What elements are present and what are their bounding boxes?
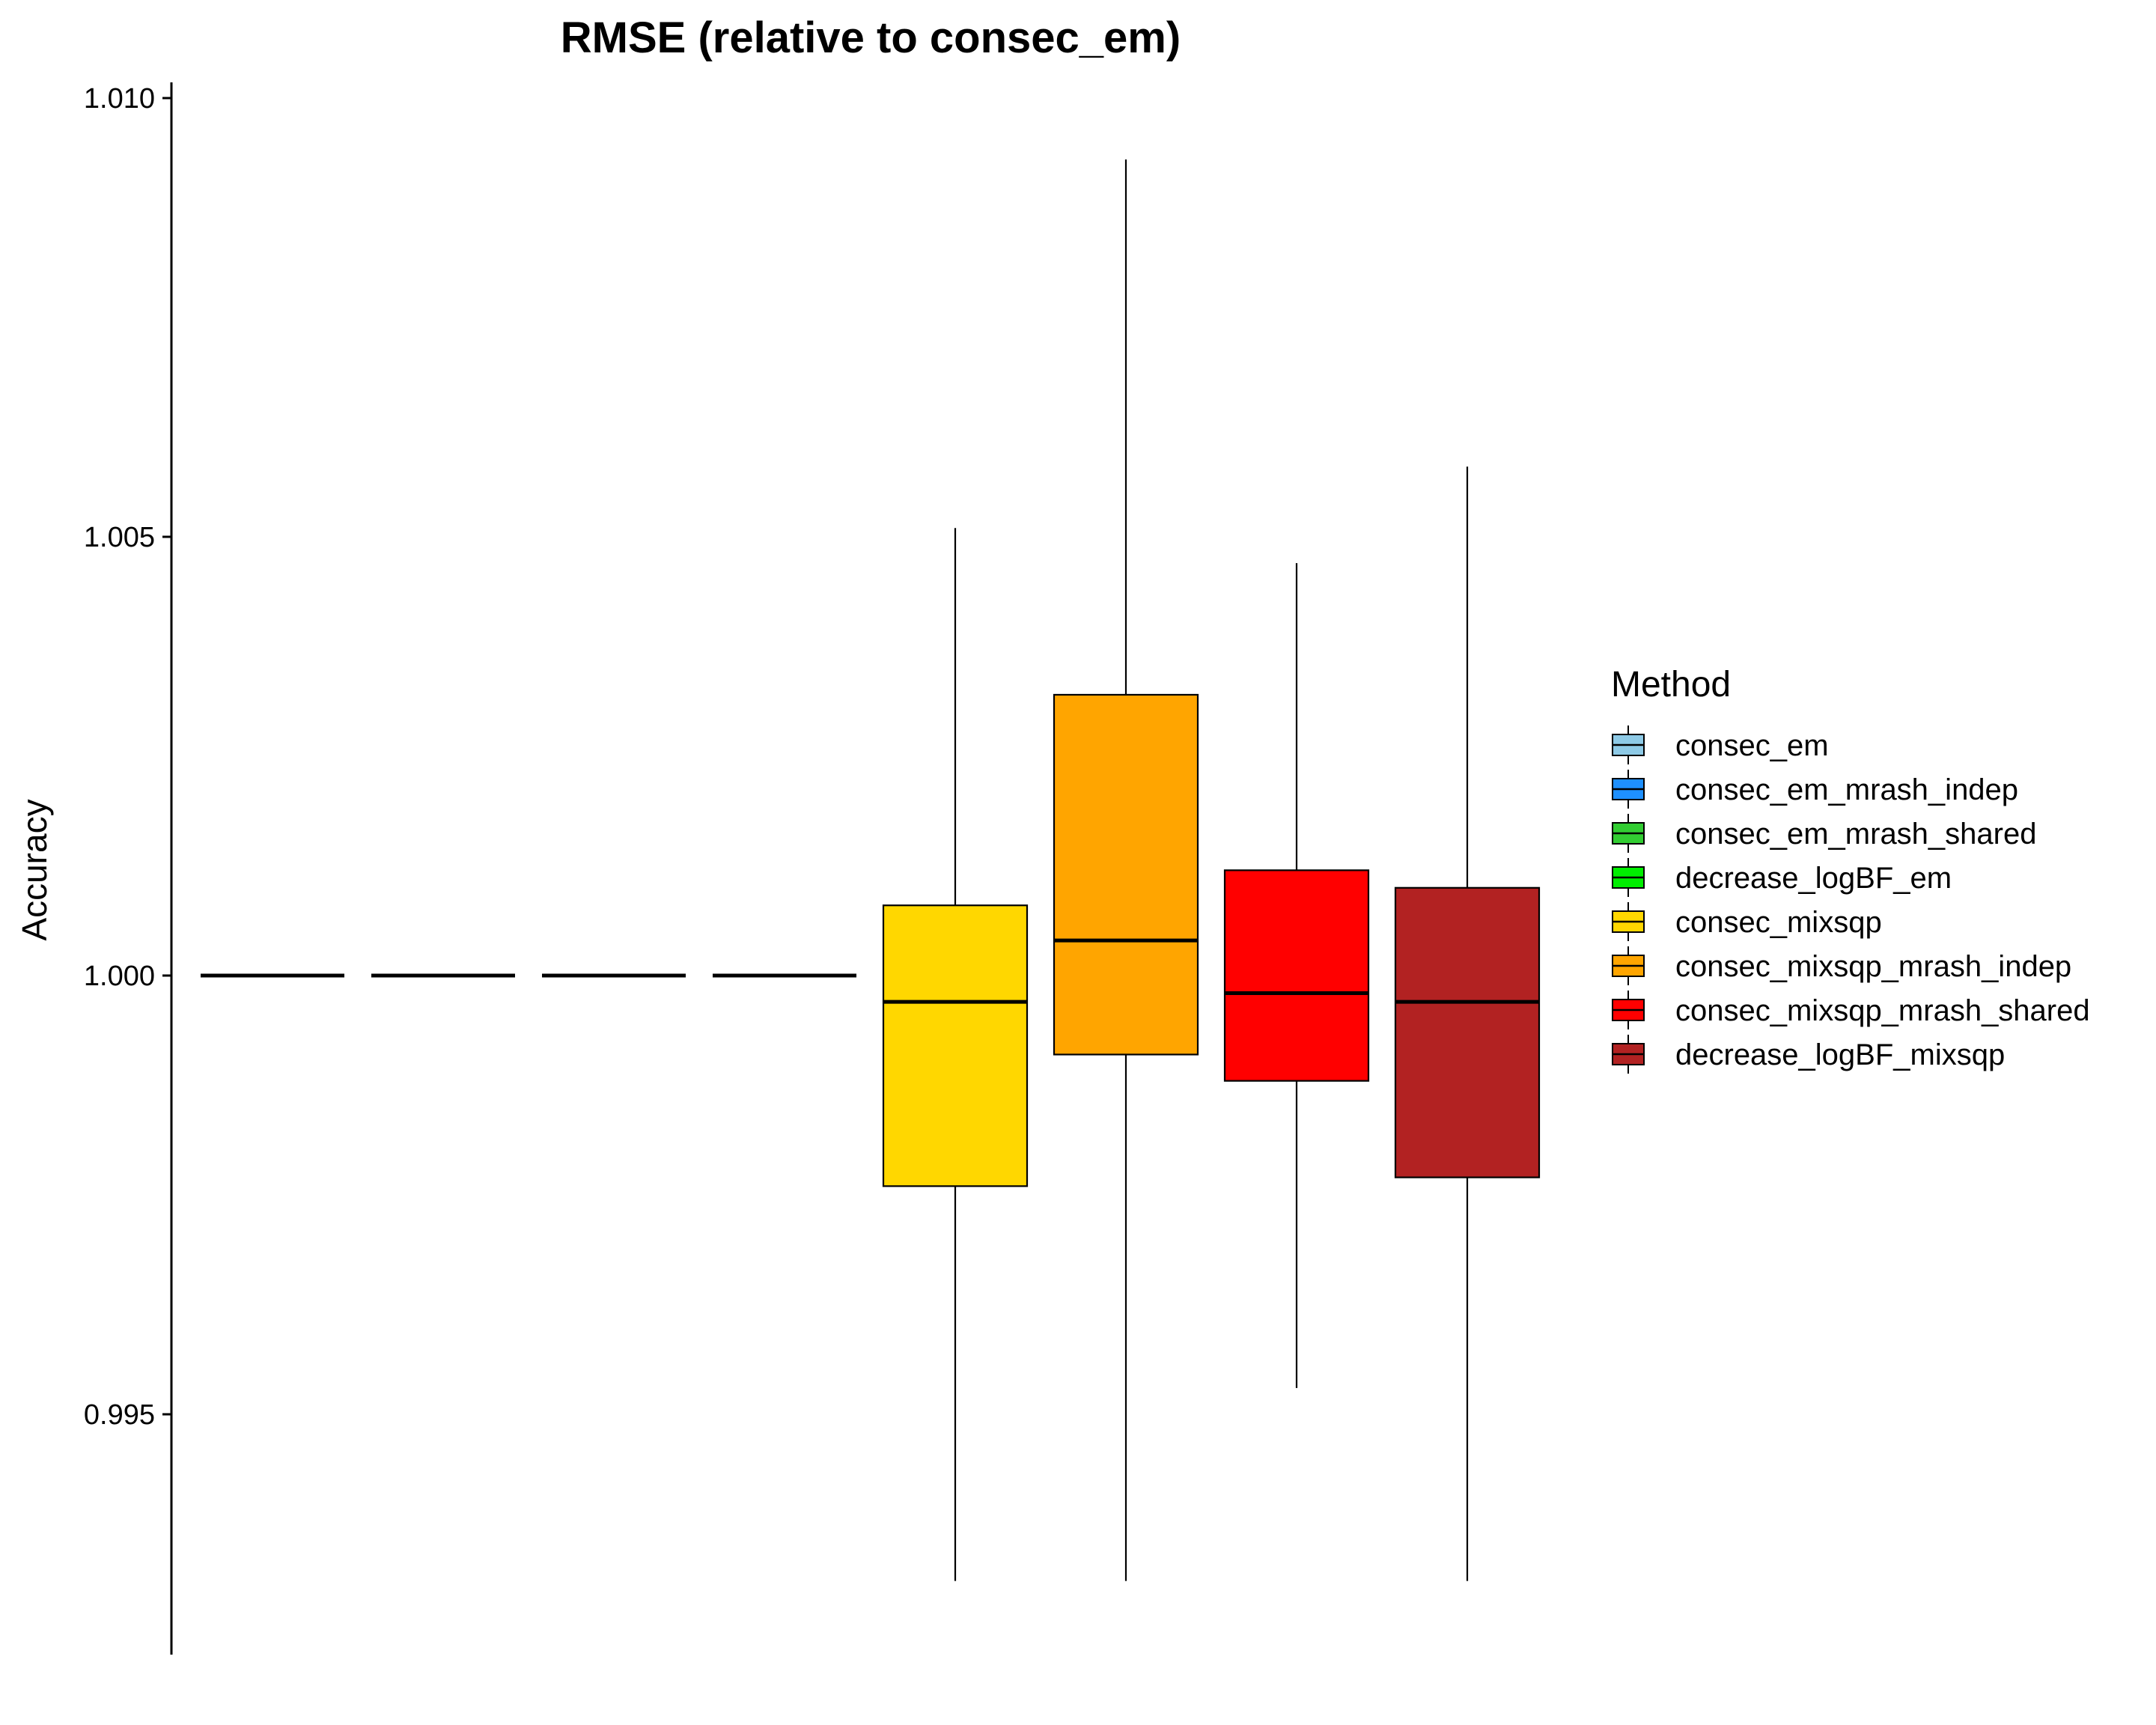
box-iqr (1394, 886, 1541, 1178)
y-tick-label: 1.010 (84, 83, 155, 115)
box-consec_mixsqp (882, 528, 1029, 1581)
legend-label: consec_mixsqp_mrash_indep (1675, 950, 2071, 983)
legend-label: consec_mixsqp_mrash_shared (1675, 994, 2090, 1027)
legend-item-consec_em_mrash_indep: consec_em_mrash_indep (1612, 770, 2018, 809)
legend-label: consec_em_mrash_shared (1675, 818, 2036, 851)
y-axis-label: Accuracy (15, 799, 54, 940)
legend-label: decrease_logBF_em (1675, 862, 1952, 895)
boxes (201, 159, 1541, 1581)
box-iqr (1223, 869, 1370, 1082)
legend-item-consec_mixsqp_mrash_indep: consec_mixsqp_mrash_indep (1612, 946, 2071, 985)
legend-label: consec_em (1675, 729, 1829, 762)
box-iqr (882, 904, 1029, 1187)
legend-item-decrease_logBF_mixsqp: decrease_logBF_mixsqp (1612, 1035, 2005, 1074)
y-tick-label: 1.005 (84, 522, 155, 553)
legend-item-consec_em_mrash_shared: consec_em_mrash_shared (1612, 814, 2036, 853)
legend-item-consec_mixsqp_mrash_shared: consec_mixsqp_mrash_shared (1612, 991, 2090, 1029)
legend-item-consec_mixsqp: consec_mixsqp (1612, 902, 1882, 941)
legend-label: consec_mixsqp (1675, 906, 1882, 939)
legend-title: Method (1611, 665, 1731, 705)
box-iqr (1053, 693, 1199, 1056)
y-tick-label: 1.000 (84, 961, 155, 992)
legend-item-decrease_logBF_em: decrease_logBF_em (1612, 858, 1952, 897)
y-axis-ticks: 0.995 1.000 1.005 1.010 (84, 83, 171, 1431)
legend: consec_em consec_em_mrash_indep consec_em_… (1612, 725, 2090, 1074)
legend-label: decrease_logBF_mixsqp (1675, 1038, 2005, 1071)
box-consec_mixsqp_mrash_indep (1053, 159, 1199, 1581)
box-consec_mixsqp_mrash_shared (1223, 563, 1370, 1388)
legend-item-consec_em: consec_em (1612, 725, 1829, 764)
y-tick-label: 0.995 (84, 1399, 155, 1431)
chart-title: RMSE (relative to consec_em) (561, 13, 1181, 62)
box-decrease_logBF_mixsqp (1394, 466, 1541, 1581)
legend-label: consec_em_mrash_indep (1675, 773, 2018, 806)
